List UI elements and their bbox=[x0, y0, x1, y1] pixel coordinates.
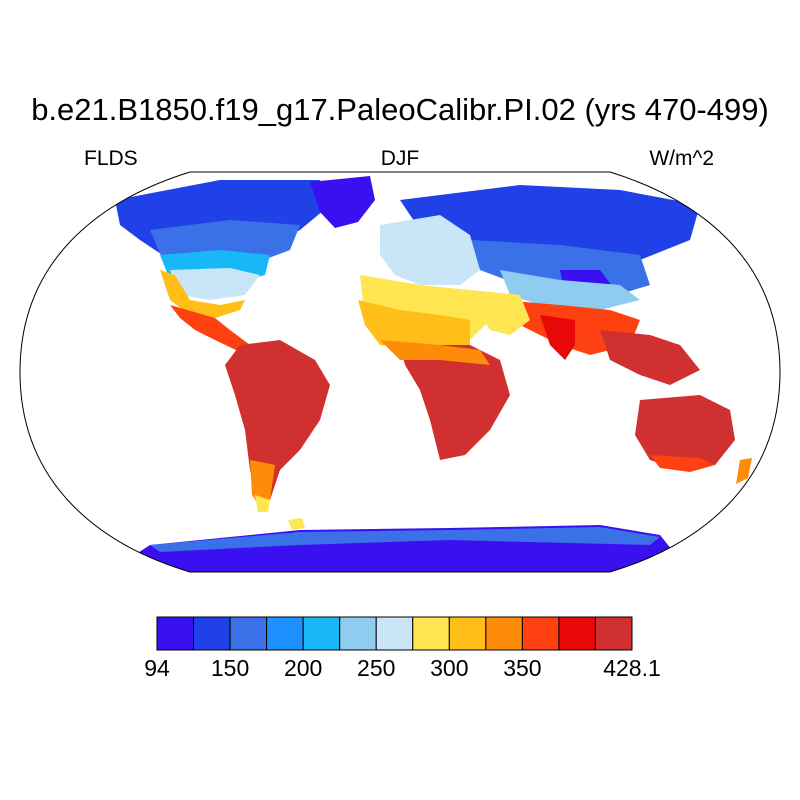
colorbar-tick-label: 200 bbox=[283, 655, 323, 681]
india-region bbox=[540, 315, 575, 360]
greenland-region bbox=[310, 176, 375, 228]
australia-south bbox=[650, 455, 715, 472]
new-zealand bbox=[736, 458, 752, 484]
antarctica-edge bbox=[150, 527, 660, 552]
antarctic-peninsula bbox=[288, 518, 305, 530]
south-america-region bbox=[225, 340, 330, 505]
colorbar-box-11 bbox=[558, 616, 596, 651]
colorbar-box-12 bbox=[594, 616, 633, 651]
southeast-asia-region bbox=[600, 330, 700, 385]
australia-region bbox=[635, 395, 735, 470]
plot-title: b.e21.B1850.f19_g17.PaleoCalibr.PI.02 (y… bbox=[31, 92, 769, 127]
variable-label: FLDS bbox=[84, 147, 138, 170]
arabia-region bbox=[470, 290, 530, 335]
season-label: DJF bbox=[380, 147, 420, 170]
north-africa-band bbox=[358, 300, 470, 350]
colorbar-box-0 bbox=[156, 616, 195, 651]
colorbar-box-1 bbox=[193, 616, 231, 651]
map-border bbox=[19, 171, 781, 573]
colorbar-box-5 bbox=[339, 616, 377, 651]
usa-south-band bbox=[160, 270, 250, 318]
patagonia bbox=[255, 495, 270, 512]
colorbar-box-9 bbox=[485, 616, 523, 651]
colorbar-box-10 bbox=[521, 616, 560, 651]
colorbar-tick-label: 94 bbox=[144, 655, 170, 681]
colorbar-box-7 bbox=[412, 616, 450, 651]
central-africa-region bbox=[400, 345, 510, 460]
colorbar bbox=[156, 616, 633, 651]
colorbar-box-4 bbox=[302, 616, 341, 651]
europe-region bbox=[380, 215, 480, 285]
colorbar-box-8 bbox=[448, 616, 487, 651]
land-fields bbox=[115, 176, 752, 572]
colorbar-tick-label: 250 bbox=[357, 655, 396, 681]
mexico-region bbox=[170, 305, 250, 352]
colorbar-tick-label: 150 bbox=[210, 655, 250, 681]
north-america-band3 bbox=[170, 268, 260, 300]
units-label: W/m^2 bbox=[649, 147, 714, 170]
colorbar-box-3 bbox=[266, 616, 304, 651]
sahel-band bbox=[380, 340, 490, 365]
colorbar-box-6 bbox=[375, 616, 414, 651]
colorbar-tick-label: 350 bbox=[503, 655, 542, 681]
colorbar-tick-label: 428.1 bbox=[603, 655, 661, 681]
colorbar-tick-label: 300 bbox=[430, 655, 469, 681]
china-band bbox=[500, 270, 640, 310]
colorbar-box-2 bbox=[229, 616, 268, 651]
